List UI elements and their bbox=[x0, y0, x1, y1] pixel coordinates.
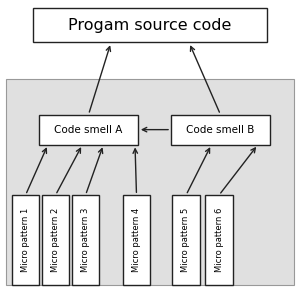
Text: Micro pattern 6: Micro pattern 6 bbox=[214, 208, 224, 272]
Text: Micro pattern 5: Micro pattern 5 bbox=[182, 208, 190, 272]
Text: Micro pattern 3: Micro pattern 3 bbox=[81, 208, 90, 272]
FancyBboxPatch shape bbox=[72, 195, 100, 285]
FancyBboxPatch shape bbox=[6, 79, 294, 285]
Text: Code smell B: Code smell B bbox=[186, 125, 255, 135]
Text: Progam source code: Progam source code bbox=[68, 18, 232, 33]
Text: Code smell A: Code smell A bbox=[54, 125, 123, 135]
FancyBboxPatch shape bbox=[171, 115, 270, 145]
Text: Micro pattern 1: Micro pattern 1 bbox=[21, 208, 30, 272]
FancyBboxPatch shape bbox=[12, 195, 40, 285]
FancyBboxPatch shape bbox=[39, 115, 138, 145]
Text: Micro pattern 4: Micro pattern 4 bbox=[132, 208, 141, 272]
FancyBboxPatch shape bbox=[172, 195, 200, 285]
FancyBboxPatch shape bbox=[41, 195, 70, 285]
FancyBboxPatch shape bbox=[205, 195, 233, 285]
Text: Micro pattern 2: Micro pattern 2 bbox=[51, 208, 60, 272]
FancyBboxPatch shape bbox=[123, 195, 151, 285]
FancyBboxPatch shape bbox=[33, 8, 267, 42]
